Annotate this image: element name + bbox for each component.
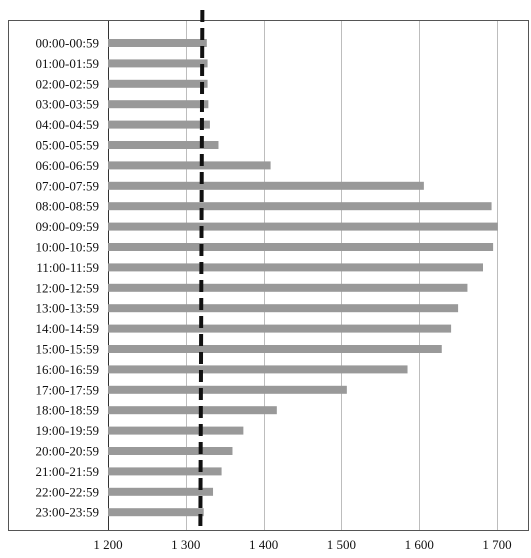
bar <box>108 467 222 476</box>
bar <box>108 426 244 435</box>
bar <box>108 100 209 109</box>
category-label: 06:00-06:59 <box>35 158 99 173</box>
bar <box>108 324 452 333</box>
category-label: 15:00-15:59 <box>35 342 99 357</box>
bar <box>108 263 483 272</box>
x-tick-label: 1 400 <box>249 537 278 552</box>
bar <box>108 39 207 47</box>
category-label: 18:00-18:59 <box>35 403 99 418</box>
bar <box>108 406 277 415</box>
bar <box>108 120 210 129</box>
category-label: 14:00-14:59 <box>35 321 99 336</box>
category-label: 12:00-12:59 <box>35 280 99 295</box>
bar <box>108 181 424 190</box>
reference-line <box>198 9 205 531</box>
x-tick-label: 1 200 <box>93 537 122 552</box>
bar <box>108 161 271 170</box>
category-label: 22:00-22:59 <box>35 484 99 499</box>
category-label: 04:00-04:59 <box>35 117 99 132</box>
bar <box>108 243 494 251</box>
x-tick-label: 1 700 <box>482 537 511 552</box>
category-label: 05:00-05:59 <box>35 138 99 153</box>
category-label: 03:00-03:59 <box>35 97 99 112</box>
bar <box>108 283 468 292</box>
x-tick-label: 1 500 <box>327 537 356 552</box>
bar <box>108 487 214 496</box>
category-label: 09:00-09:59 <box>35 219 99 234</box>
category-label: 20:00-20:59 <box>35 444 99 459</box>
category-label: 19:00-19:59 <box>35 423 99 438</box>
bar <box>108 385 347 394</box>
bar <box>108 79 208 88</box>
reference-line-group <box>198 9 205 531</box>
category-label: 01:00-01:59 <box>35 56 99 71</box>
category-label: 02:00-02:59 <box>35 76 99 91</box>
bar <box>108 304 459 313</box>
bar <box>108 365 408 374</box>
category-label: 10:00-10:59 <box>35 240 99 255</box>
x-tick-labels: 1 200 1 300 1 400 1 500 1 600 1 700 <box>93 537 511 552</box>
category-label: 23:00-23:59 <box>35 505 99 520</box>
bar <box>108 141 219 149</box>
bars <box>108 39 498 517</box>
category-labels: 00:00-00:59 01:00-01:59 02:00-02:59 03:00-0… <box>35 36 99 520</box>
plot-frame <box>8 20 529 531</box>
category-label: 11:00-11:59 <box>36 260 99 275</box>
x-tick-label: 1 600 <box>405 537 434 552</box>
category-label: 21:00-21:59 <box>35 464 99 479</box>
bar <box>108 447 233 455</box>
category-label: 08:00-08:59 <box>35 199 99 214</box>
x-tick-label: 1 300 <box>171 537 200 552</box>
category-label: 16:00-16:59 <box>35 362 99 377</box>
bar <box>108 222 498 231</box>
bar <box>108 345 442 353</box>
bar <box>108 202 492 211</box>
category-label: 00:00-00:59 <box>35 36 99 51</box>
bar <box>108 59 208 68</box>
category-label: 13:00-13:59 <box>35 301 99 316</box>
category-label: 07:00-07:59 <box>35 178 99 193</box>
bar <box>108 508 204 517</box>
category-label: 17:00-17:59 <box>35 382 99 397</box>
